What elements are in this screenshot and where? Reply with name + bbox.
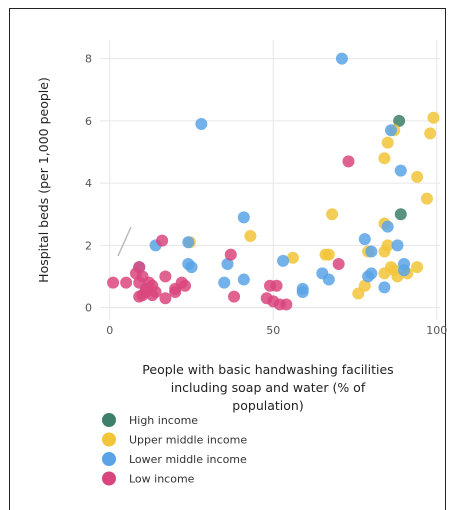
- data-point: [322, 273, 335, 286]
- data-points: [107, 52, 440, 311]
- data-point: [179, 279, 191, 292]
- x-ticks: 0 50 100: [106, 324, 447, 337]
- data-point: [424, 127, 437, 140]
- data-point: [185, 261, 198, 274]
- x-axis-label-line-1: People with basic handwashing facilities: [142, 362, 393, 377]
- data-point: [411, 170, 424, 183]
- legend-marker: [102, 471, 116, 486]
- data-point: [381, 136, 394, 149]
- data-point: [420, 192, 433, 205]
- data-point: [286, 251, 299, 264]
- data-point: [427, 111, 440, 124]
- data-point: [156, 234, 169, 247]
- y-tick-label: 6: [85, 115, 92, 128]
- legend-label: High income: [129, 414, 198, 427]
- data-point: [129, 267, 142, 280]
- y-tick-label: 2: [85, 239, 92, 252]
- data-point: [378, 281, 391, 294]
- data-point: [159, 292, 172, 305]
- data-point: [322, 248, 335, 261]
- data-point: [182, 236, 195, 249]
- data-point: [398, 264, 411, 277]
- data-point: [237, 211, 250, 224]
- data-point: [244, 230, 257, 242]
- legend-label: Upper middle income: [129, 434, 247, 447]
- legend: High income Upper middle income Lower midd…: [102, 413, 247, 486]
- data-point: [120, 276, 133, 289]
- data-point: [195, 118, 208, 130]
- data-point: [378, 267, 391, 280]
- data-point: [270, 279, 283, 292]
- data-point: [296, 286, 309, 298]
- annotation-stroke: [117, 226, 132, 257]
- y-tick-label: 0: [85, 302, 92, 315]
- y-axis-label: Hospital beds (per 1,000 people): [36, 77, 51, 283]
- data-point: [378, 152, 391, 165]
- x-tick-label: 50: [266, 324, 280, 337]
- data-point: [394, 208, 407, 221]
- data-point: [384, 124, 397, 137]
- data-point: [136, 289, 149, 302]
- data-point: [411, 261, 424, 274]
- legend-marker: [102, 432, 116, 447]
- y-tick-label: 4: [85, 177, 92, 190]
- data-point: [159, 270, 172, 283]
- data-point: [332, 258, 345, 270]
- data-point: [228, 290, 241, 303]
- y-ticks: 0 2 4 6 8: [85, 53, 92, 315]
- legend-marker: [102, 413, 116, 427]
- data-point: [342, 155, 355, 168]
- x-axis-label-line-2: including soap and water (% of: [171, 380, 366, 395]
- data-point: [381, 220, 394, 233]
- data-point: [218, 276, 231, 289]
- data-point: [107, 276, 120, 289]
- data-point: [280, 298, 293, 311]
- data-point: [365, 267, 378, 280]
- data-point: [378, 245, 391, 258]
- y-tick-label: 8: [85, 53, 92, 66]
- data-point: [393, 114, 406, 127]
- x-tick-label: 0: [106, 324, 113, 337]
- legend-label: Low income: [129, 473, 195, 486]
- data-point: [335, 52, 348, 65]
- data-point: [169, 286, 182, 298]
- data-point: [326, 208, 339, 221]
- data-point: [365, 245, 378, 258]
- x-axis-label-line-3: population): [232, 398, 303, 413]
- legend-label: Lower middle income: [129, 453, 247, 466]
- data-point: [391, 239, 404, 252]
- data-point: [224, 248, 237, 261]
- data-point: [352, 287, 365, 300]
- x-tick-label: 100: [426, 324, 447, 337]
- data-point: [277, 254, 290, 267]
- legend-marker: [102, 452, 116, 466]
- chart-frame: [9, 8, 446, 510]
- data-point: [146, 289, 159, 302]
- data-point: [237, 273, 250, 286]
- data-point: [394, 164, 407, 177]
- data-point: [358, 233, 371, 246]
- data-point: [221, 258, 234, 270]
